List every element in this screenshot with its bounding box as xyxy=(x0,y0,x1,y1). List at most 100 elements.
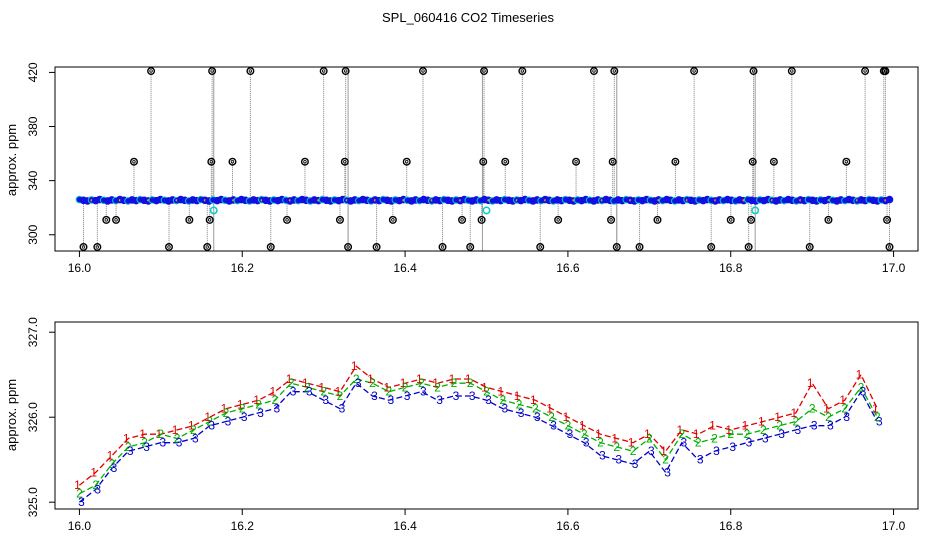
series-3-point: 3 xyxy=(143,440,150,454)
series-1-point: 1 xyxy=(546,402,553,416)
series-3-point: 3 xyxy=(78,495,85,509)
top-spike-points xyxy=(79,67,894,251)
spike-point-center xyxy=(556,218,560,222)
series-1-point: 1 xyxy=(611,431,618,445)
series-1-point: 1 xyxy=(90,465,97,479)
spike-point xyxy=(319,67,328,76)
series-1-point: 1 xyxy=(123,431,130,445)
series-2-point: 2 xyxy=(646,431,653,445)
top-y-axis-label: approx. ppm xyxy=(4,124,19,196)
spike-point xyxy=(208,67,217,76)
top-y-tick-label: 300 xyxy=(26,224,40,244)
series-2-point: 2 xyxy=(516,397,523,411)
spike-point xyxy=(388,215,397,224)
series-3-point: 3 xyxy=(322,393,329,407)
top-x-tick-label: 16.8 xyxy=(719,261,743,275)
spike-point xyxy=(881,67,890,76)
series-1-point: 1 xyxy=(253,393,260,407)
spike-point-center xyxy=(285,218,289,222)
spike-point-center xyxy=(772,160,776,164)
series-2-point: 2 xyxy=(711,431,718,445)
series-2-point: 2 xyxy=(402,380,409,394)
spike-point-center xyxy=(95,245,100,249)
series-2-point: 2 xyxy=(353,372,360,386)
spike-point-center xyxy=(863,69,867,73)
spike-point-center xyxy=(883,69,888,73)
series-2-line xyxy=(79,378,878,495)
spike-point xyxy=(690,67,699,76)
series-2-point: 2 xyxy=(76,487,83,501)
cyan-point xyxy=(209,206,218,215)
series-3-point: 3 xyxy=(795,423,802,437)
series-1-point: 1 xyxy=(709,419,716,433)
series-3-point: 3 xyxy=(664,465,671,479)
series-2-point: 2 xyxy=(662,453,669,467)
spike-point xyxy=(93,242,102,251)
series-1-point: 1 xyxy=(758,414,765,428)
series-3-point: 3 xyxy=(192,431,199,445)
series-3-point: 3 xyxy=(355,376,362,390)
bottom-x-tick-label: 16.0 xyxy=(68,519,92,533)
spike-point xyxy=(501,157,510,166)
spike-point xyxy=(608,157,617,166)
series-3-point: 3 xyxy=(387,393,394,407)
series-1-point: 1 xyxy=(449,372,456,386)
series-1-point: 1 xyxy=(74,478,81,492)
bottom-x-axis: 16.0 16.2 16.4 16.6 16.8 17.0 xyxy=(68,508,906,533)
series-2-point: 2 xyxy=(190,423,197,437)
series-3-point: 3 xyxy=(273,402,280,416)
series-2-point: 2 xyxy=(776,419,783,433)
spike-point xyxy=(418,67,427,76)
spike-point-center xyxy=(844,160,849,164)
series-3-point: 3 xyxy=(485,393,492,407)
spike-point xyxy=(536,242,545,251)
spike-point xyxy=(518,67,527,76)
spike-point-center xyxy=(885,218,889,222)
spike-point-center xyxy=(592,69,596,73)
series-1-line xyxy=(78,365,878,486)
series-1-point: 1 xyxy=(221,402,228,416)
series-3-point: 3 xyxy=(729,440,736,454)
series-3-point: 3 xyxy=(648,444,655,458)
series-1-point: 1 xyxy=(286,372,293,386)
series-1-point: 1 xyxy=(725,423,732,437)
series-3-point: 3 xyxy=(94,482,101,496)
series-3-point: 3 xyxy=(290,385,297,399)
spike-point xyxy=(335,215,344,224)
series-3-point: 3 xyxy=(697,453,704,467)
series-3-point: 3 xyxy=(257,406,264,420)
spike-point-center xyxy=(673,160,678,164)
series-1-point: 1 xyxy=(823,402,830,416)
series-1-point: 1 xyxy=(351,359,358,373)
spike-point-center xyxy=(440,245,445,249)
spike-point xyxy=(726,215,735,224)
series-1-point: 1 xyxy=(383,380,390,394)
spike-point-center xyxy=(615,245,619,249)
series-1-point: 1 xyxy=(807,376,814,390)
series-2-point: 2 xyxy=(483,385,490,399)
spike-point xyxy=(477,215,486,224)
series-1-point: 1 xyxy=(742,419,749,433)
spike-point xyxy=(246,67,255,76)
series-3-point: 3 xyxy=(550,419,557,433)
spike-point xyxy=(589,67,598,76)
figure-title: SPL_060416 CO2 Timeseries xyxy=(382,10,554,25)
spike-point xyxy=(112,215,121,224)
series-1-point: 1 xyxy=(856,368,863,382)
series-2-point: 2 xyxy=(695,436,702,450)
spike-point-center xyxy=(405,160,409,164)
spike-point-center xyxy=(269,245,273,249)
spike-point-center xyxy=(230,160,235,164)
spike-point xyxy=(458,215,467,224)
spike-point-center xyxy=(609,218,613,222)
top-spike-lines xyxy=(82,67,891,251)
series-1-point: 1 xyxy=(400,376,407,390)
spike-point xyxy=(129,157,138,166)
spike-point xyxy=(610,67,619,76)
series-1-point: 1 xyxy=(204,410,211,424)
series-1-point: 1 xyxy=(563,410,570,424)
spike-point-center xyxy=(826,218,831,222)
spike-point xyxy=(612,242,621,251)
spike-point xyxy=(207,157,216,166)
